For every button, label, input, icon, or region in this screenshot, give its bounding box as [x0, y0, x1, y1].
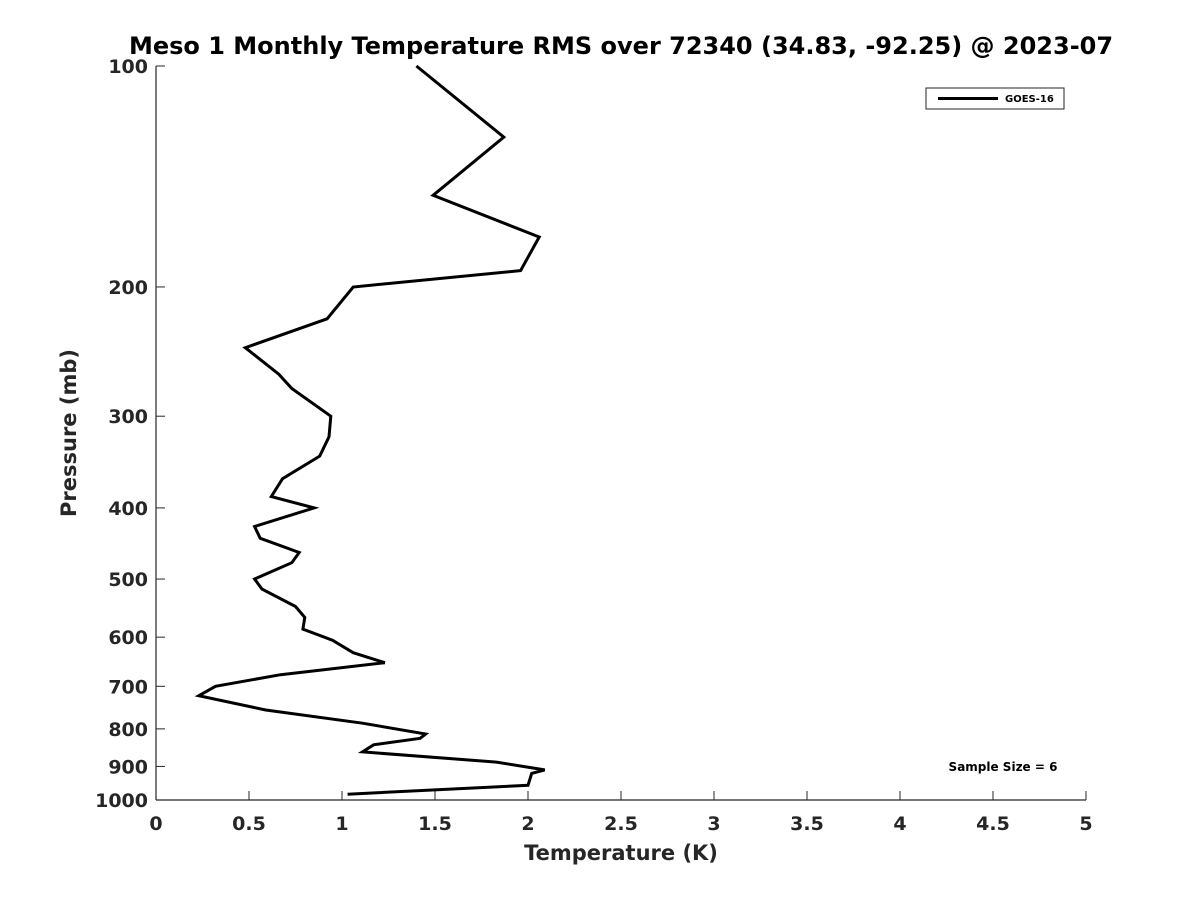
x-tick-label: 0.5: [232, 813, 266, 835]
y-tick-label: 600: [108, 627, 148, 649]
x-tick-label: 5: [1079, 813, 1092, 835]
y-ticks: 100 200 300 400 500 600 700 800 900 1000: [95, 56, 165, 812]
y-axis-label: Pressure (mb): [57, 349, 81, 517]
x-tick-label: 0: [149, 813, 162, 835]
y-tick-label: 900: [108, 756, 148, 778]
x-tick-label: 2: [521, 813, 534, 835]
y-tick-label: 500: [108, 569, 148, 591]
axes: [155, 66, 1086, 801]
sample-size-annotation: Sample Size = 6: [949, 760, 1058, 774]
y-tick-label: 1000: [95, 790, 148, 812]
x-tick-label: 1.5: [418, 813, 452, 835]
x-tick-label: 4.5: [976, 813, 1010, 835]
y-tick-label: 300: [108, 406, 148, 428]
chart-title: Meso 1 Monthly Temperature RMS over 7234…: [129, 32, 1113, 60]
y-tick-label: 200: [108, 277, 148, 299]
x-ticks: 0 0.5 1 1.5 2 2.5 3 3.5 4 4.5 5: [149, 791, 1093, 835]
y-tick-label: 100: [108, 56, 148, 78]
x-tick-label: 4: [893, 813, 906, 835]
x-tick-label: 1: [335, 813, 348, 835]
x-axis-label: Temperature (K): [524, 841, 718, 865]
x-tick-label: 2.5: [604, 813, 638, 835]
series-line-goes-16: [194, 64, 546, 796]
y-tick-label: 800: [108, 719, 148, 741]
x-tick-label: 3: [707, 813, 720, 835]
x-tick-label: 3.5: [790, 813, 824, 835]
legend-label-goes-16: GOES-16: [1005, 94, 1054, 105]
legend: GOES-16: [925, 87, 1065, 110]
y-tick-label: 400: [108, 498, 148, 520]
y-tick-label: 700: [108, 676, 148, 698]
series-layer: [194, 64, 546, 796]
